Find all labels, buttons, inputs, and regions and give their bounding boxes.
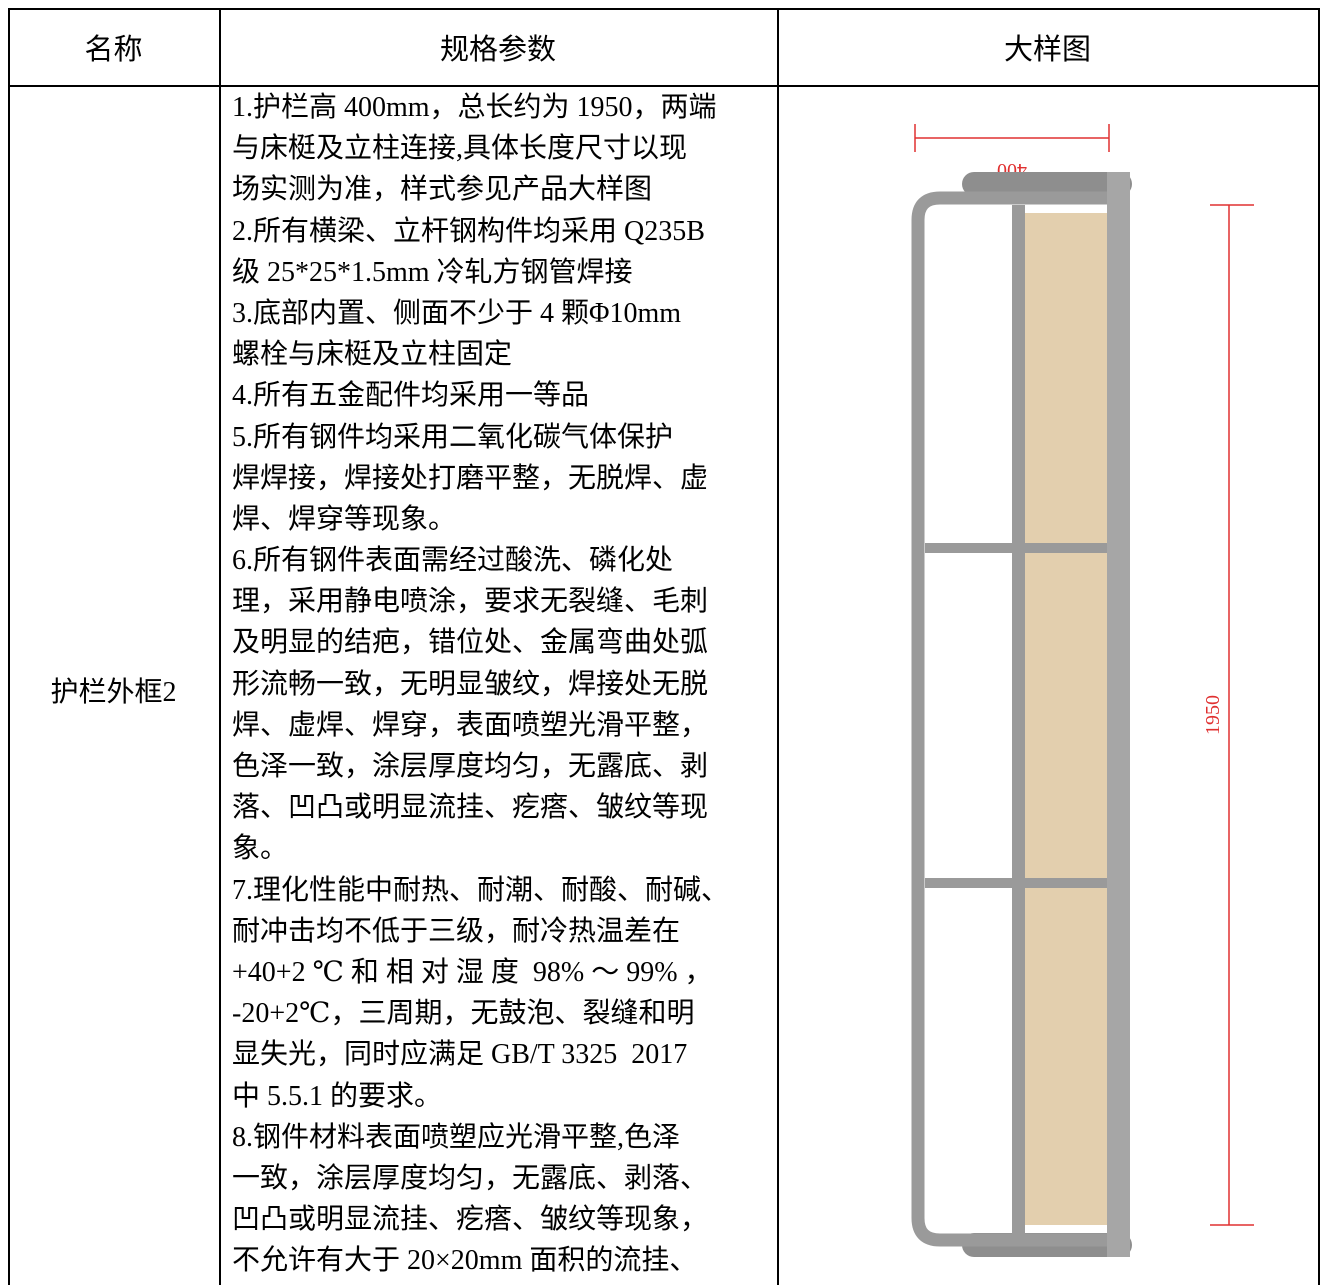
- spec-line: 焊焊接，焊接处打磨平整，无脱焊、虚: [232, 462, 709, 494]
- spec-line: 及明显的结疤，错位处、金属弯曲处弧: [232, 627, 709, 659]
- height-label: 1950: [1202, 695, 1224, 735]
- spec-line: 场实测为准，样式参见产品大样图: [232, 174, 653, 206]
- spec-line: 焊、虚焊、焊穿，表面喷塑光滑平整，: [232, 709, 709, 741]
- spec-line: 4.所有五金配件均采用一等品: [232, 380, 590, 412]
- header-cell: 规格参数: [439, 33, 556, 66]
- spec-line: 中 5.5.1 的要求。: [232, 1080, 443, 1112]
- spec-line: 7.理化性能中耐热、耐潮、耐酸、耐碱、: [232, 874, 730, 906]
- spec-line: 8.钢件材料表面喷塑应光滑平整,色泽: [232, 1121, 681, 1153]
- spec-line: 与床梃及立柱连接,具体长度尺寸以现: [232, 133, 688, 165]
- spec-line: +40+2 ℃ 和 相 对 湿 度 98% ～ 99% ，: [232, 956, 713, 988]
- spec-line: 1.护栏高 400mm，总长约为 1950，两端: [232, 92, 717, 123]
- border: [8, 85, 1319, 87]
- spec-line: 级 25*25*1.5mm 冷轧方钢管焊接: [232, 256, 633, 288]
- border: [219, 8, 221, 1285]
- spec-line: 显失光，同时应满足 GB/T 3325 2017: [232, 1039, 688, 1071]
- spec-line: 螺栓与床梃及立柱固定: [232, 339, 513, 371]
- border: [8, 8, 1319, 10]
- spec-line: 2.所有横梁、立杆钢构件均采用 Q235B: [232, 215, 705, 247]
- border: [777, 8, 779, 1285]
- guardrail: [911, 172, 1132, 1257]
- drawing: 400 1950: [911, 124, 1254, 1257]
- spec-line: 落、凹凸或明显流挂、疙瘩、皱纹等现: [232, 792, 709, 824]
- spec-line: 耐冲击均不低于三级，耐冷热温差在: [232, 915, 681, 947]
- border: [8, 8, 10, 1285]
- dimension: [914, 124, 1254, 1226]
- spec-line: 形流畅一致，无明显皱纹，焊接处无脱: [232, 668, 709, 700]
- spec-line: 6.所有钢件表面需经过酸洗、磷化处: [232, 545, 674, 577]
- spec-line: 色泽一致，涂层厚度均匀，无露底、剥: [232, 751, 709, 782]
- spec-line: -20+2℃，三周期，无鼓泡、裂缝和明: [232, 998, 695, 1030]
- header-cell: 大样图: [1003, 33, 1091, 66]
- spec-line: 不允许有大于 20×20mm 面积的流挂、: [232, 1245, 698, 1277]
- spec-line: 理，采用静电喷涂，要求无裂缝、毛刺: [232, 586, 709, 618]
- spec-line: 3.底部内置、侧面不少于 4 颗Φ10mm: [232, 297, 682, 329]
- spec-line: 凹凸或明显流挂、疙瘩、皱纹等现象，: [232, 1204, 709, 1236]
- spec-cell: 1.护栏高 400mm，总长约为 1950，两端 与床梃及立柱连接,具体长度尺寸以…: [232, 87, 777, 1281]
- border: [1318, 8, 1320, 1285]
- name-cell: 护栏外框2: [50, 677, 177, 708]
- header-cell: 名称: [84, 33, 143, 66]
- spec-line: 一致，涂层厚度均匀，无露底、剥落、: [232, 1162, 709, 1194]
- spec-line: 焊、焊穿等现象。: [232, 503, 457, 535]
- spec-line: 象。: [232, 833, 289, 865]
- spec-line: 5.所有钢件均采用二氧化碳气体保护: [232, 421, 674, 453]
